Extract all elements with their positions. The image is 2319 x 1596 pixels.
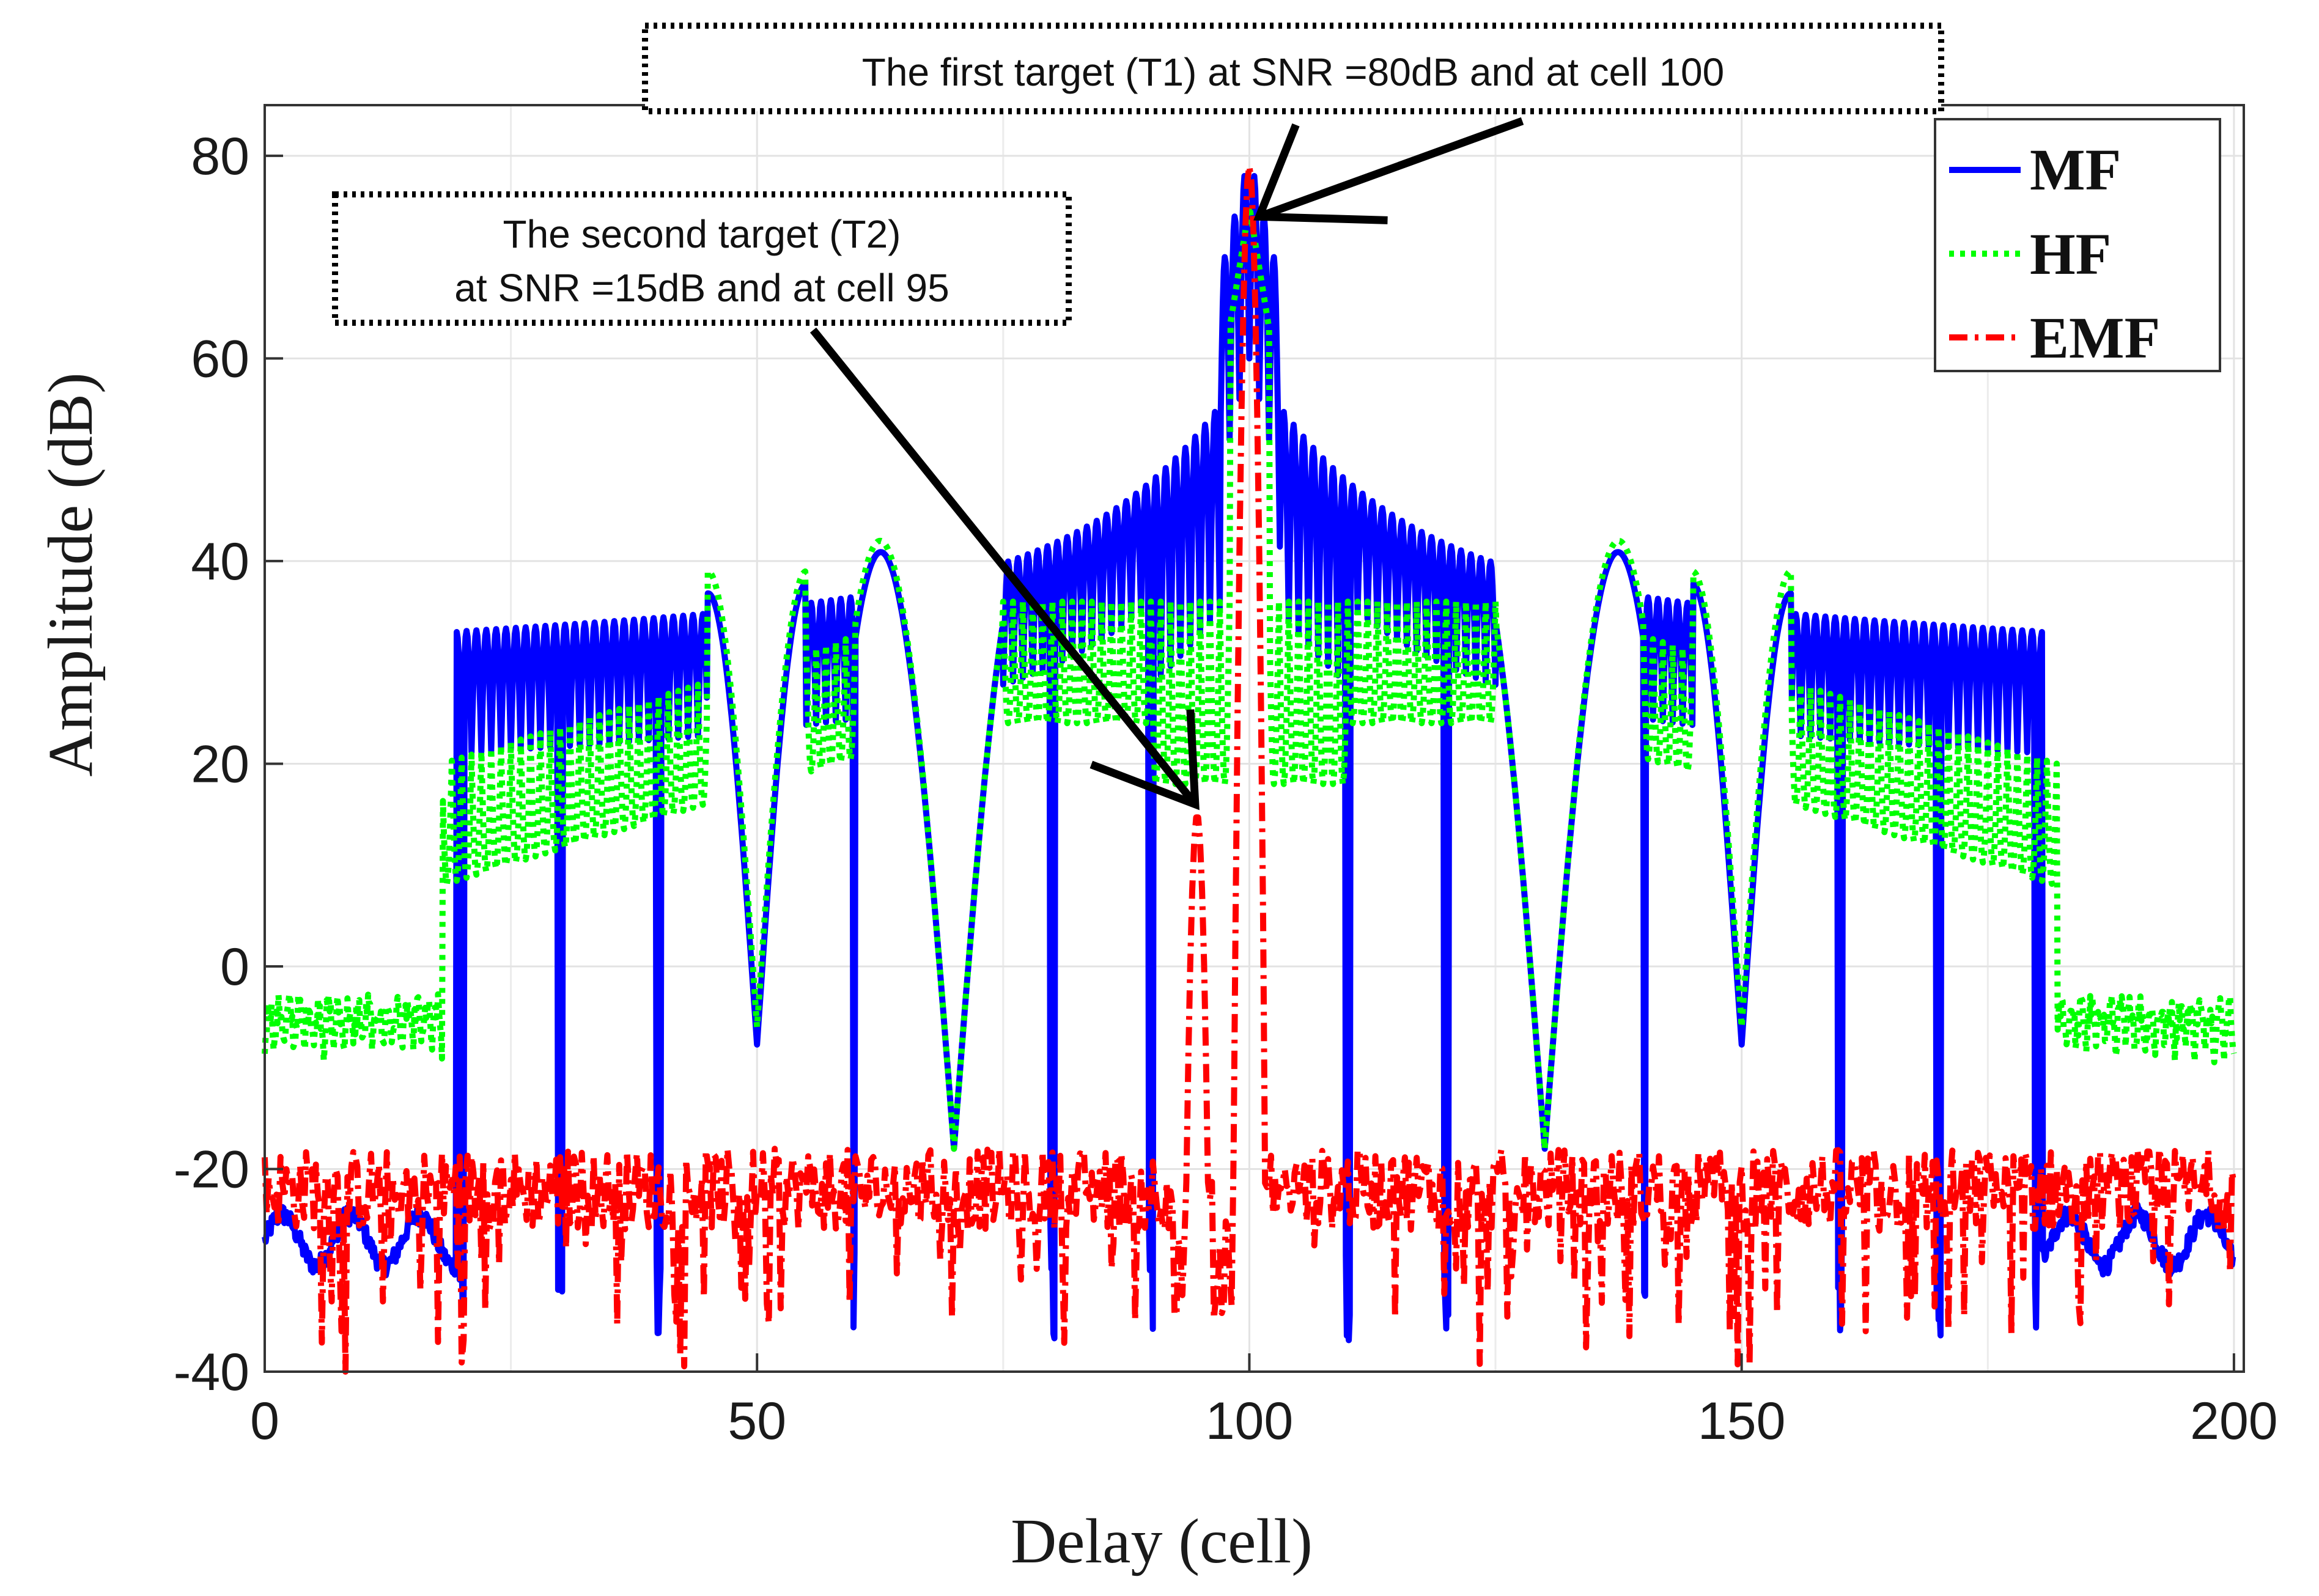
legend-label-hf: HF xyxy=(2030,221,2111,287)
annotation-t2-line1: The second target (T2) xyxy=(503,212,901,256)
annotation-t2-arrow xyxy=(809,327,1198,807)
x-tick-label: 50 xyxy=(728,1392,786,1451)
y-tick-label: -40 xyxy=(174,1343,249,1402)
annotation-t2: The second target (T2) at SNR =15dB and … xyxy=(332,191,1200,811)
annotation-t2-line2: at SNR =15dB and at cell 95 xyxy=(454,266,949,310)
y-tick-label: -20 xyxy=(174,1140,249,1199)
annotation-t1: The first target (T1) at SNR =80dB and a… xyxy=(642,23,1944,224)
x-axis-label: Delay (cell) xyxy=(1011,1506,1313,1576)
y-tick-label: 80 xyxy=(191,127,249,186)
series-line-mf xyxy=(262,173,2236,1344)
legend-label-mf: MF xyxy=(2030,137,2121,202)
annotation-t1-arrowhead xyxy=(1253,123,1388,224)
annotation-t2-arrowhead xyxy=(1089,709,1200,811)
x-tick-label: 150 xyxy=(1698,1392,1786,1451)
series-line-emf xyxy=(262,163,2237,1375)
annotation-t2-box xyxy=(332,191,1072,326)
y-tick-label: 20 xyxy=(191,735,249,793)
annotation-t1-text: The first target (T1) at SNR =80dB and a… xyxy=(862,50,1724,94)
x-tick-label: 100 xyxy=(1206,1392,1294,1451)
series-layer xyxy=(262,163,2237,1375)
annotation-t1-arrow xyxy=(1258,117,1524,221)
x-tick-label: 200 xyxy=(2190,1392,2278,1451)
annotation-t1-box xyxy=(642,23,1944,114)
legend-label-emf: EMF xyxy=(2030,305,2160,370)
y-tick-label: 0 xyxy=(220,938,249,996)
x-tick-label: 0 xyxy=(250,1392,279,1451)
y-tick-label: 40 xyxy=(191,532,249,591)
legend: MF HF EMF xyxy=(1934,118,2221,372)
legend-box xyxy=(1934,118,2221,372)
y-tick-label: 60 xyxy=(191,329,249,388)
series-line-hf xyxy=(262,203,2237,1152)
y-axis-label: Amplitude (dB) xyxy=(35,372,106,776)
ticks: 0 50 100 150 200 -40 -20 0 20 40 60 80 xyxy=(174,127,2278,1451)
